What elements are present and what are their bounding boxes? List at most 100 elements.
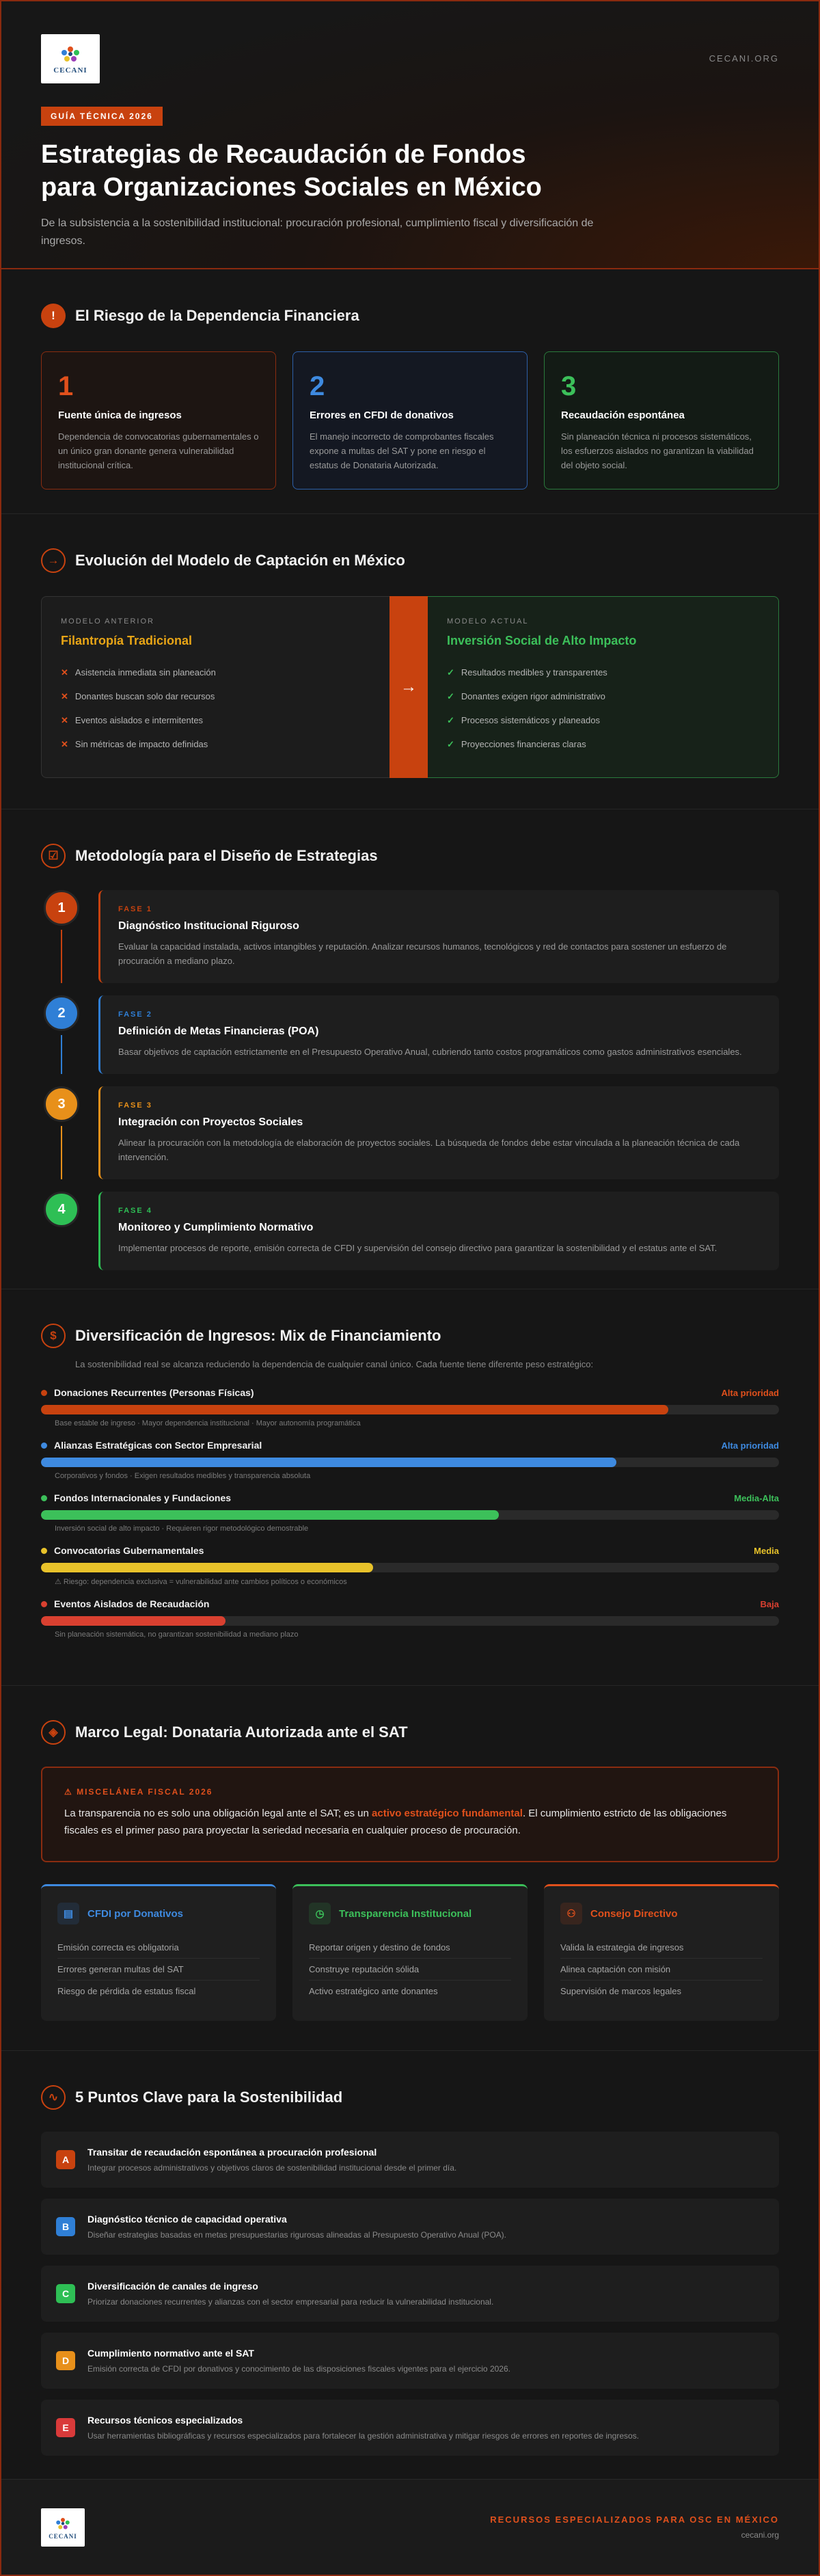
- section-title: Evolución del Modelo de Captación en Méx…: [75, 552, 405, 569]
- transition-arrow-icon: →: [390, 596, 428, 778]
- arrow-circle-icon: →: [41, 548, 66, 573]
- phase-rail: 2: [41, 995, 82, 1074]
- key-point-body: Diversificación de canales de ingreso Pri…: [87, 2281, 493, 2307]
- mix-source: Fondos Internacionales y Fundaciones: [41, 1492, 231, 1503]
- phase-card: FASE 1 Diagnóstico Institucional Riguroso…: [98, 890, 779, 983]
- priority-bar-track: [41, 1510, 779, 1520]
- mix-note: Inversión social de alto impacto · Requi…: [55, 1525, 309, 1533]
- key-letter-badge: A: [56, 2150, 75, 2169]
- priority-bar-track: [41, 1458, 779, 1467]
- phase-number-badge: 2: [44, 995, 79, 1031]
- section-heading: ! El Riesgo de la Dependencia Financiera: [41, 304, 779, 328]
- phase-title: Diagnóstico Institucional Riguroso: [118, 920, 299, 932]
- guide-badge: GUÍA TÉCNICA 2026: [41, 107, 163, 126]
- key-point-text: Usar herramientas bibliográficas y recur…: [87, 2431, 640, 2441]
- key-point: C Diversificación de canales de ingreso Pr…: [41, 2266, 779, 2322]
- phase-row: 2 FASE 2 Definición de Metas Financieras (…: [41, 995, 779, 1074]
- key-point-title: Recursos técnicos especializados: [87, 2415, 243, 2426]
- mix-source-name: Eventos Aislados de Recaudación: [54, 1598, 210, 1609]
- key-point-title: Transitar de recaudación espontánea a pr…: [87, 2147, 377, 2158]
- footer-tagline: RECURSOS ESPECIALIZADOS PARA OSC EN MÉXI…: [490, 2514, 779, 2525]
- key-point-title: Diversificación de canales de ingreso: [87, 2281, 258, 2292]
- new-model-item: ✓ Procesos sistemáticos y planeados: [447, 714, 600, 726]
- phase-card: FASE 2 Definición de Metas Financieras (P…: [98, 995, 779, 1074]
- priority-bar-track: [41, 1563, 779, 1572]
- phase-connector: [61, 1035, 62, 1074]
- section-title: Metodología para el Diseño de Estrategia…: [75, 847, 378, 864]
- mix-row: Convocatorias Gubernamentales Media ⚠ Ries…: [41, 1545, 779, 1586]
- risk-title: Fuente única de ingresos: [58, 410, 182, 421]
- phase-row: 1 FASE 1 Diagnóstico Institucional Riguros…: [41, 890, 779, 983]
- shield-icon: ◈: [41, 1720, 66, 1745]
- legal-section: ◈ Marco Legal: Donataria Autorizada ante…: [1, 1686, 819, 2051]
- risk-section: ! El Riesgo de la Dependencia Financiera…: [1, 269, 819, 514]
- mix-note: Base estable de ingreso · Mayor dependen…: [55, 1419, 361, 1427]
- pulse-icon: ∿: [41, 2085, 66, 2110]
- phase-card: FASE 4 Monitoreo y Cumplimiento Normativo…: [98, 1192, 779, 1270]
- risk-number: 3: [561, 371, 577, 401]
- cecani-logo[interactable]: CECANI: [41, 34, 100, 83]
- old-model-item: ✕ Asistencia inmediata sin planeación: [61, 667, 216, 678]
- new-model-item: ✓ Resultados medibles y transparentes: [447, 667, 607, 678]
- phase-connector: [61, 1126, 62, 1179]
- footer-info: RECURSOS ESPECIALIZADOS PARA OSC EN MÉXI…: [490, 2514, 779, 2540]
- risk-title: Recaudación espontánea: [561, 410, 685, 421]
- mix-note: Corporativos y fondos · Exigen resultado…: [55, 1472, 311, 1480]
- risk-card: 2 Errores en CFDI de donativos El manejo…: [292, 351, 528, 489]
- phase-number-badge: 1: [44, 890, 79, 926]
- bullet-dot-icon: [41, 1600, 47, 1607]
- old-model-title: Filantropía Tradicional: [61, 634, 193, 647]
- mix-source-name: Donaciones Recurrentes (Personas Físicas…: [54, 1387, 254, 1398]
- key-point-title: Cumplimiento normativo ante el SAT: [87, 2348, 254, 2359]
- mix-row-header: Eventos Aislados de Recaudación Baja: [41, 1598, 779, 1609]
- mix-source: Eventos Aislados de Recaudación: [41, 1598, 209, 1609]
- priority-bar-fill: [41, 1616, 226, 1626]
- key-point-body: Recursos técnicos especializados Usar her…: [87, 2415, 639, 2441]
- mix-note: Sin planeación sistemática, no garantiza…: [55, 1631, 299, 1639]
- section-title: 5 Puntos Clave para la Sostenibilidad: [75, 2089, 343, 2106]
- mix-rows: Donaciones Recurrentes (Personas Físicas…: [41, 1387, 779, 1639]
- clock-icon: ◷: [309, 1903, 331, 1924]
- x-icon: ✕: [61, 690, 68, 701]
- risk-number: 1: [58, 371, 74, 401]
- phase-tag: FASE 1: [118, 905, 152, 913]
- risk-text: El manejo incorrecto de comprobantes fis…: [310, 431, 494, 470]
- priority-bar-fill: [41, 1458, 617, 1467]
- key-point-text: Priorizar donaciones recurrentes y alian…: [87, 2297, 494, 2307]
- mix-note: ⚠ Riesgo: dependencia exclusiva = vulner…: [55, 1578, 347, 1586]
- key-point-text: Emisión correcta de CFDI por donativos y…: [87, 2364, 510, 2374]
- legal-card: ▤ CFDI por Donativos Emisión correcta es o…: [41, 1884, 276, 2021]
- legal-card-title: Transparencia Institucional: [339, 1907, 472, 1920]
- section-heading: ◈ Marco Legal: Donataria Autorizada ante…: [41, 1720, 779, 1745]
- check-icon: ✓: [447, 667, 454, 677]
- header: CECANI CECANI.ORG GUÍA TÉCNICA 2026 Estr…: [1, 1, 819, 269]
- site-url[interactable]: CECANI.ORG: [709, 53, 779, 64]
- phase-text: Evaluar la capacidad instalada, activos …: [118, 941, 727, 966]
- phase-rail: 1: [41, 890, 82, 983]
- dollar-icon: $: [41, 1324, 66, 1348]
- key-letter-badge: E: [56, 2418, 75, 2437]
- mix-row: Alianzas Estratégicas con Sector Empresa…: [41, 1440, 779, 1480]
- section-heading: ☑ Metodología para el Diseño de Estrateg…: [41, 844, 779, 868]
- mix-source: Donaciones Recurrentes (Personas Físicas…: [41, 1387, 254, 1398]
- section-heading: → Evolución del Modelo de Captación en M…: [41, 548, 779, 573]
- footer-logo[interactable]: CECANI: [41, 2508, 85, 2547]
- risk-text: Dependencia de convocatorias gubernament…: [58, 431, 259, 470]
- section-title: Marco Legal: Donataria Autorizada ante e…: [75, 1723, 408, 1741]
- phase-number-badge: 4: [44, 1192, 79, 1227]
- priority-label: Media: [754, 1545, 779, 1556]
- priority-label: Alta prioridad: [721, 1387, 779, 1398]
- priority-bar-track: [41, 1405, 779, 1414]
- legal-card-title: Consejo Directivo: [590, 1907, 678, 1920]
- phase-row: 3 FASE 3 Integración con Proyectos Sociale…: [41, 1086, 779, 1179]
- new-model-item: ✓ Proyecciones financieras claras: [447, 738, 586, 750]
- risk-title: Errores en CFDI de donativos: [310, 410, 454, 421]
- footer-url[interactable]: cecani.org: [741, 2530, 779, 2540]
- mix-source-name: Convocatorias Gubernamentales: [54, 1545, 204, 1556]
- new-model-label: MODELO ACTUAL: [447, 617, 529, 626]
- logo-text: CECANI: [53, 66, 87, 75]
- phase-text: Basar objetivos de captación estrictamen…: [118, 1047, 742, 1057]
- x-icon: ✕: [61, 738, 68, 749]
- key-letter-badge: C: [56, 2284, 75, 2303]
- legal-card: ⚇ Consejo Directivo Valida la estrategia d…: [544, 1884, 779, 2021]
